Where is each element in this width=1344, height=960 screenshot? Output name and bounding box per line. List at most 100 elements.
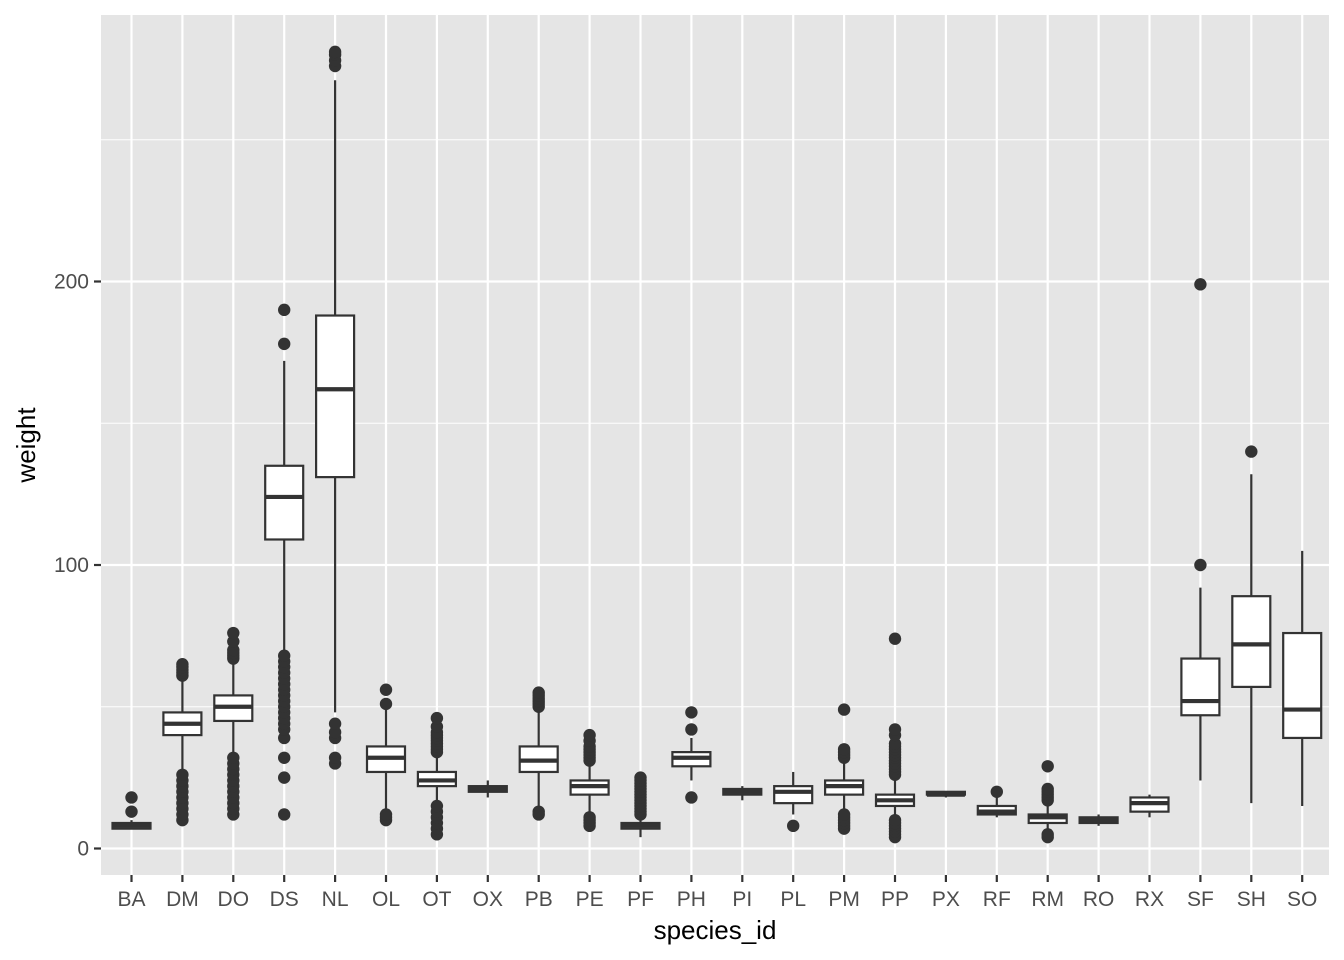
outlier-point: [328, 726, 342, 739]
x-tick-label: DM: [166, 888, 199, 911]
outlier-point: [227, 751, 240, 764]
outlier-point: [532, 805, 545, 818]
box-DS: [264, 303, 305, 821]
outlier-point: [888, 632, 902, 645]
x-tick-label: PB: [525, 888, 553, 911]
box-body: [1180, 657, 1221, 717]
x-tick-label: DS: [270, 888, 299, 911]
outlier-point: [176, 768, 189, 781]
outlier-point: [278, 303, 291, 317]
outlier-point: [379, 808, 393, 821]
outlier-point: [837, 808, 851, 821]
x-tick-label: PX: [932, 888, 960, 911]
outlier-point: [1041, 828, 1054, 841]
x-tick-label: BA: [117, 888, 145, 911]
outlier-point: [1194, 558, 1207, 572]
x-tick-label: OT: [422, 888, 451, 911]
x-tick-label: NL: [322, 888, 349, 911]
box-PF: [620, 771, 661, 838]
box-OL: [365, 683, 407, 827]
box-RM: [1027, 760, 1068, 844]
outlier-point: [1194, 278, 1207, 291]
outlier-point: [1041, 782, 1054, 796]
outlier-point: [685, 723, 698, 736]
outlier-point: [278, 337, 291, 351]
box-RF: [976, 785, 1017, 818]
outlier-point: [888, 813, 902, 827]
outlier-point: [125, 805, 138, 818]
outlier-point: [379, 683, 393, 696]
box-PH: [671, 706, 712, 804]
outlier-point: [888, 723, 902, 736]
box-PM: [823, 703, 865, 835]
outlier-point: [837, 703, 851, 716]
x-tick-label: PM: [828, 888, 860, 911]
x-tick-label: SH: [1237, 888, 1266, 911]
box-body: [264, 464, 305, 541]
box-SF: [1180, 278, 1221, 781]
outlier-point: [278, 808, 291, 821]
x-axis-title: species_id: [654, 915, 777, 945]
x-tick-label: SO: [1287, 888, 1317, 911]
box-OX: [467, 780, 508, 798]
x-tick-label: PI: [732, 888, 752, 911]
x-tick-label: OX: [473, 888, 503, 911]
x-tick-label: RF: [983, 888, 1011, 911]
outlier-point: [430, 720, 444, 733]
outlier-point: [328, 45, 342, 59]
y-tick-label: 100: [54, 554, 89, 577]
outlier-point: [278, 751, 291, 764]
outlier-point: [685, 791, 698, 804]
outlier-point: [278, 649, 291, 662]
outlier-point: [583, 811, 596, 824]
x-tick-label: DO: [218, 888, 250, 911]
box-RX: [1129, 794, 1170, 818]
box-body: [315, 314, 356, 479]
x-tick-label: OL: [372, 888, 400, 911]
box-BA: [111, 791, 152, 830]
outlier-point: [227, 626, 240, 640]
outlier-point: [634, 771, 647, 784]
outlier-point: [1245, 445, 1258, 458]
x-tick-label: PH: [677, 888, 706, 911]
y-axis: 0 100 200: [54, 271, 101, 861]
y-axis-title: weight: [11, 407, 41, 484]
box-body: [773, 785, 814, 805]
x-tick-label: RO: [1083, 888, 1115, 911]
outlier-point: [583, 728, 596, 742]
x-tick-label: PP: [881, 888, 909, 911]
outlier-point: [532, 686, 545, 699]
outlier-point: [837, 743, 851, 756]
grid-minor: [101, 139, 1329, 708]
box-PL: [773, 771, 814, 833]
x-tick-label: RX: [1135, 888, 1164, 911]
outlier-point: [430, 711, 444, 725]
outlier-point: [430, 799, 444, 813]
outlier-point: [227, 643, 240, 657]
box-PP: [874, 632, 916, 844]
box-SO: [1282, 550, 1323, 806]
outlier-point: [990, 785, 1003, 798]
x-tick-label: PF: [627, 888, 654, 911]
outlier-point: [328, 751, 342, 764]
outlier-point: [787, 819, 800, 833]
boxes-layer: [111, 45, 1323, 844]
x-tick-label: PE: [576, 888, 604, 911]
box-OT: [416, 711, 457, 841]
box-PB: [518, 686, 559, 821]
box-PI: [722, 786, 763, 801]
box-RO: [1078, 814, 1119, 826]
y-tick-label: 200: [54, 271, 89, 294]
box-NL: [315, 45, 356, 770]
x-tick-label: PL: [780, 888, 806, 911]
box-body: [1282, 631, 1323, 740]
x-tick-label: SF: [1187, 888, 1214, 911]
outlier-point: [1041, 760, 1054, 773]
box-PE: [569, 728, 610, 833]
box-body: [1231, 595, 1272, 689]
outlier-point: [278, 731, 291, 745]
outlier-point: [685, 706, 698, 719]
outlier-point: [328, 717, 342, 730]
outlier-point: [125, 791, 138, 804]
